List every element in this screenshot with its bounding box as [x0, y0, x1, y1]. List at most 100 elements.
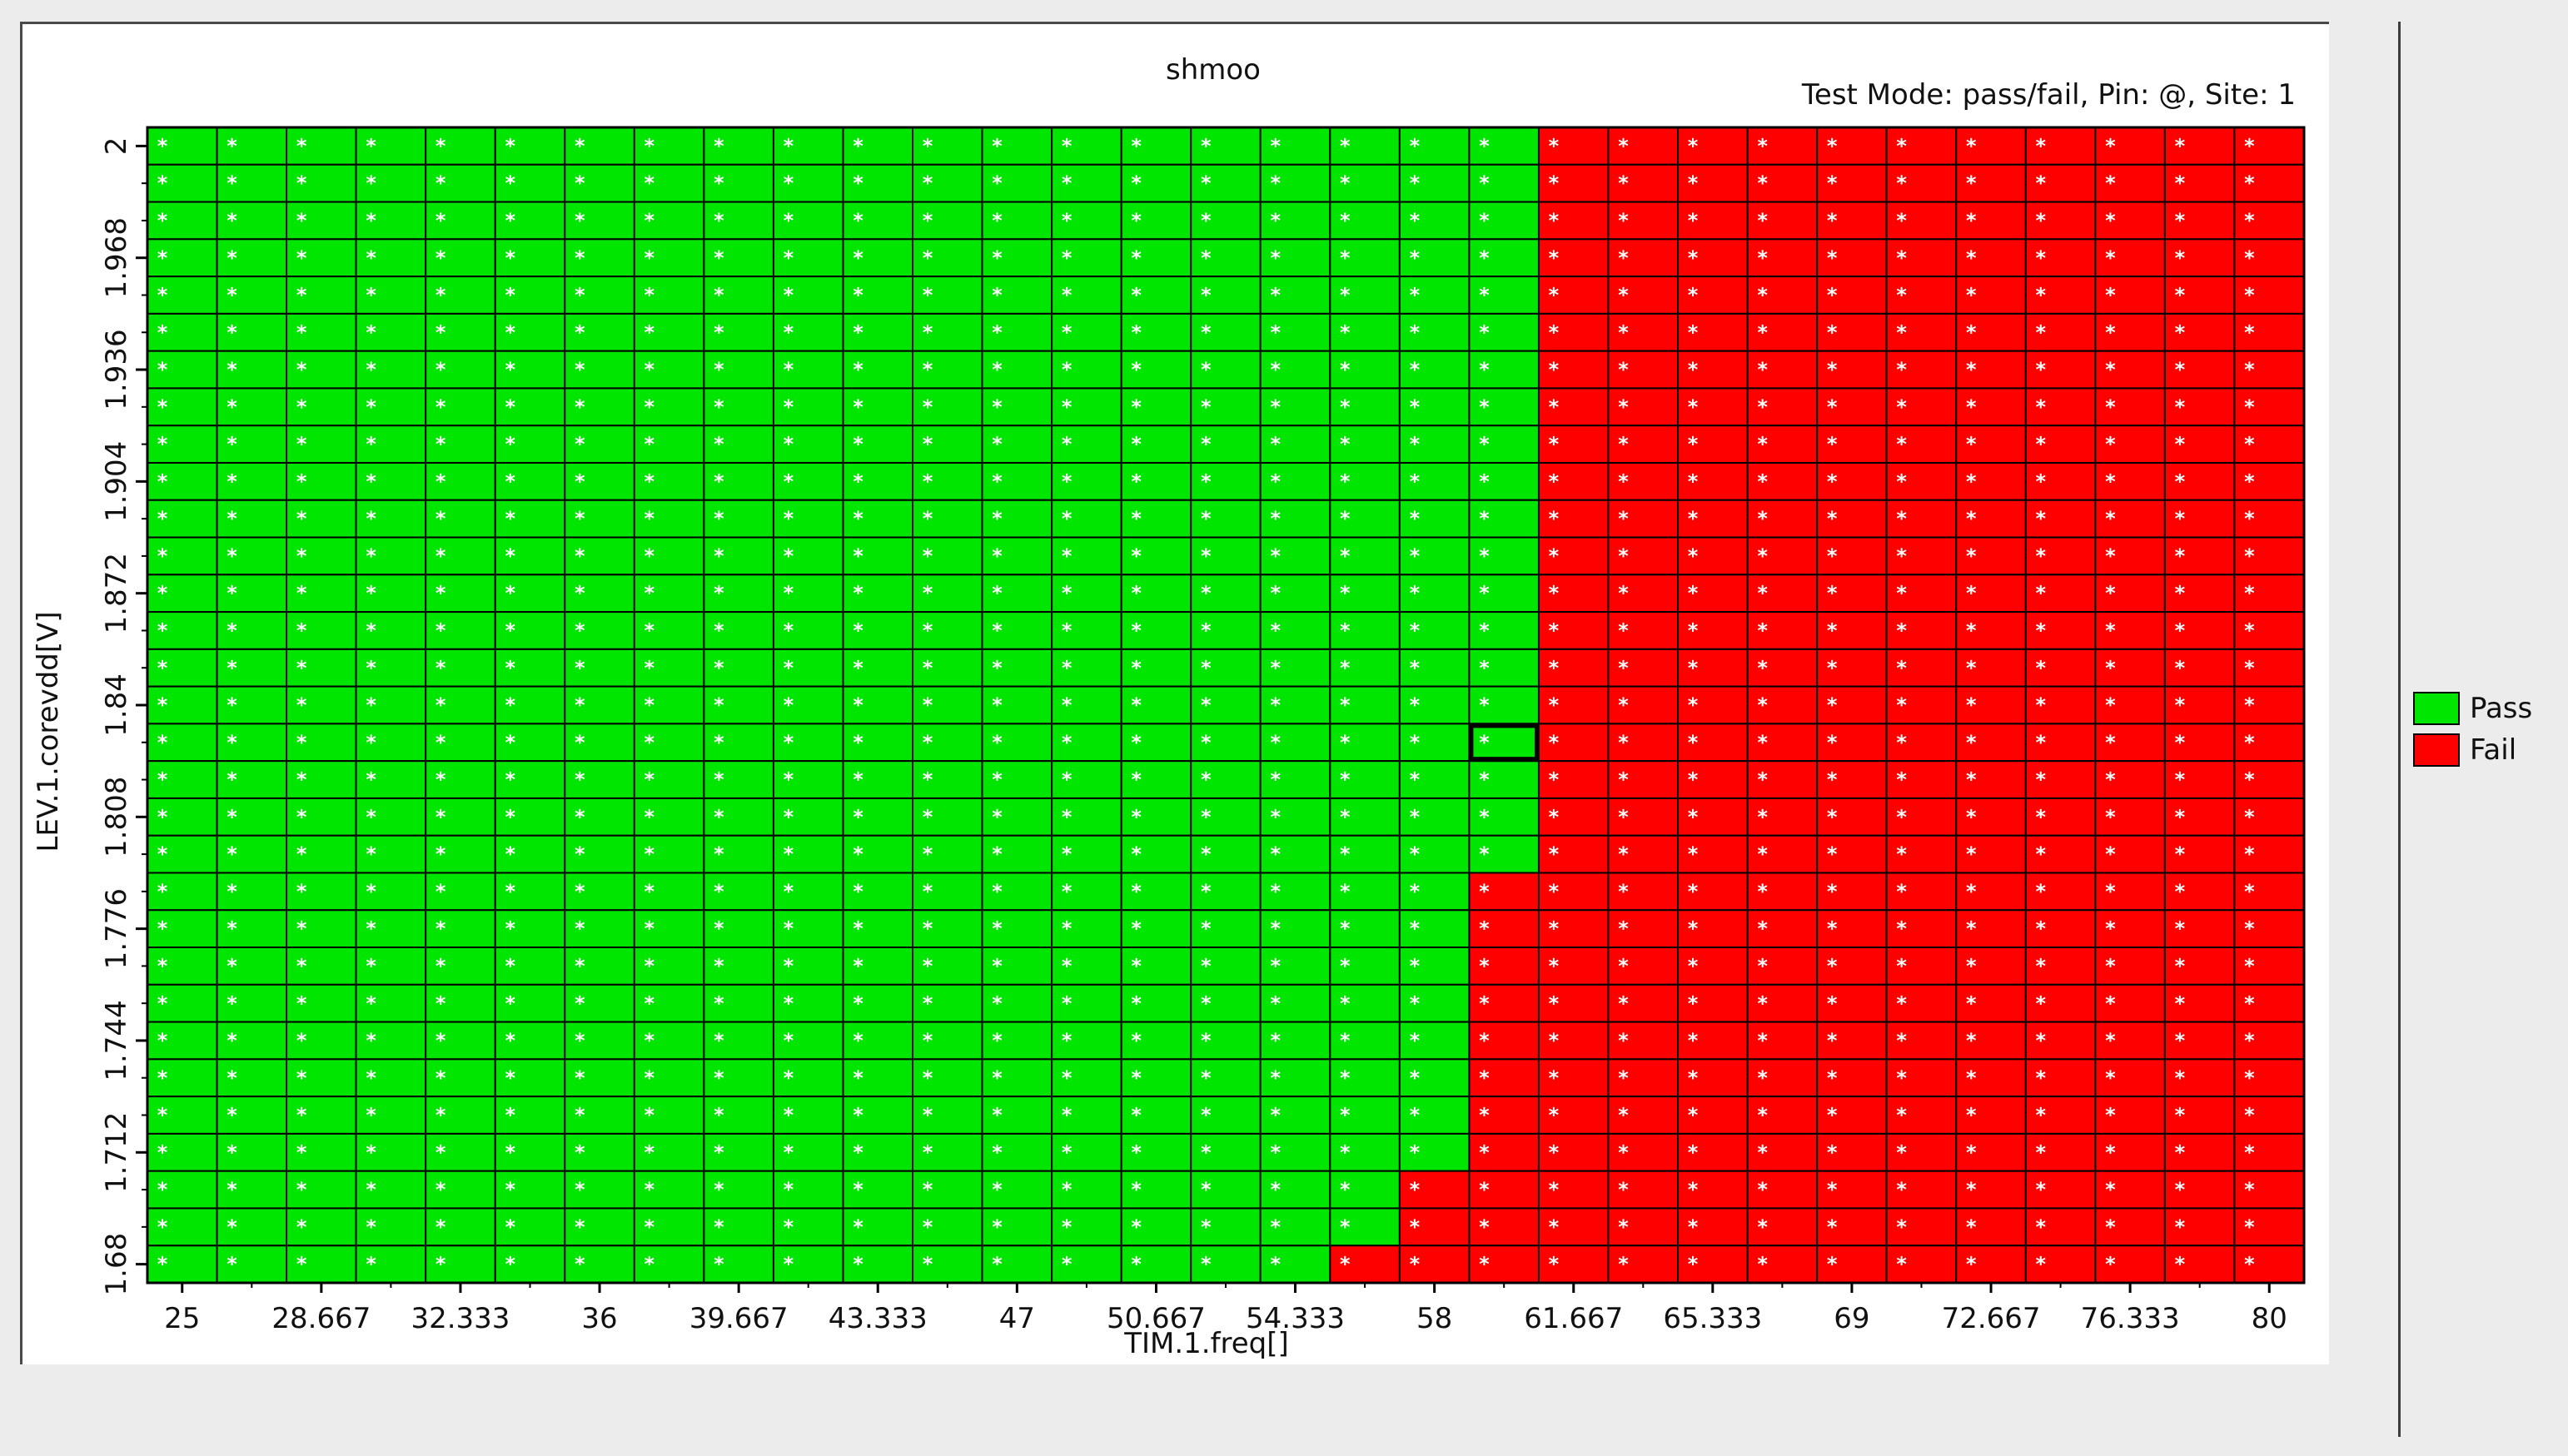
pass-cell[interactable] [1120, 947, 1192, 986]
fail-cell[interactable] [1816, 1132, 1888, 1172]
pass-cell[interactable] [216, 387, 288, 427]
pass-cell[interactable] [1468, 201, 1540, 241]
pass-cell[interactable] [1398, 1132, 1471, 1172]
pass-cell[interactable] [425, 648, 496, 688]
fail-cell[interactable] [2094, 1132, 2166, 1172]
pass-cell[interactable] [1259, 238, 1331, 278]
fail-cell[interactable] [1816, 648, 1888, 688]
pass-cell[interactable] [1190, 499, 1262, 539]
pass-cell[interactable] [564, 1207, 635, 1247]
pass-cell[interactable] [1259, 947, 1331, 986]
fail-cell[interactable] [1816, 723, 1888, 763]
pass-cell[interactable] [1259, 574, 1331, 614]
fail-cell[interactable] [1885, 1132, 1958, 1172]
fail-cell[interactable] [1677, 947, 1749, 986]
fail-cell[interactable] [1955, 238, 2027, 278]
fail-cell[interactable] [1955, 312, 2027, 352]
pass-cell[interactable] [286, 1096, 357, 1135]
pass-cell[interactable] [1190, 127, 1262, 166]
fail-cell[interactable] [2163, 947, 2236, 986]
pass-cell[interactable] [1329, 425, 1401, 464]
pass-cell[interactable] [425, 201, 496, 241]
fail-cell[interactable] [2024, 834, 2097, 874]
fail-cell[interactable] [1468, 872, 1540, 912]
fail-cell[interactable] [2233, 574, 2306, 614]
fail-cell[interactable] [1816, 499, 1888, 539]
fail-cell[interactable] [1677, 201, 1749, 241]
fail-cell[interactable] [1537, 947, 1610, 986]
pass-cell[interactable] [286, 461, 357, 501]
fail-cell[interactable] [2163, 834, 2236, 874]
pass-cell[interactable] [772, 1170, 844, 1210]
pass-cell[interactable] [1190, 1021, 1262, 1061]
pass-cell[interactable] [772, 276, 844, 315]
fail-cell[interactable] [1816, 685, 1888, 725]
pass-cell[interactable] [216, 685, 288, 725]
pass-cell[interactable] [147, 350, 218, 390]
fail-cell[interactable] [2163, 499, 2236, 539]
fail-cell[interactable] [2024, 685, 2097, 725]
fail-cell[interactable] [2094, 574, 2166, 614]
pass-cell[interactable] [425, 276, 496, 315]
pass-cell[interactable] [216, 983, 288, 1023]
fail-cell[interactable] [2024, 1245, 2097, 1285]
pass-cell[interactable] [1329, 909, 1401, 949]
pass-cell[interactable] [912, 834, 983, 874]
fail-cell[interactable] [1537, 760, 1610, 799]
pass-cell[interactable] [1468, 163, 1540, 203]
pass-cell[interactable] [1051, 1132, 1122, 1172]
pass-cell[interactable] [494, 536, 566, 576]
pass-cell[interactable] [564, 1170, 635, 1210]
pass-cell[interactable] [703, 1021, 774, 1061]
fail-cell[interactable] [1816, 350, 1888, 390]
fail-cell[interactable] [2094, 797, 2166, 837]
panel-divider[interactable] [2398, 22, 2401, 1437]
fail-cell[interactable] [1537, 834, 1610, 874]
pass-cell[interactable] [981, 1058, 1053, 1098]
pass-cell[interactable] [1259, 909, 1331, 949]
pass-cell[interactable] [1051, 163, 1122, 203]
pass-cell[interactable] [1190, 797, 1262, 837]
fail-cell[interactable] [2024, 1058, 2097, 1098]
fail-cell[interactable] [1885, 1207, 1958, 1247]
fail-cell[interactable] [2094, 760, 2166, 799]
pass-cell[interactable] [216, 1021, 288, 1061]
pass-cell[interactable] [1329, 983, 1401, 1023]
pass-cell[interactable] [842, 760, 914, 799]
pass-cell[interactable] [772, 350, 844, 390]
pass-cell[interactable] [1120, 238, 1192, 278]
pass-cell[interactable] [1051, 201, 1122, 241]
pass-cell[interactable] [981, 1170, 1053, 1210]
pass-cell[interactable] [842, 797, 914, 837]
pass-cell[interactable] [912, 1096, 983, 1135]
pass-cell[interactable] [355, 499, 427, 539]
pass-cell[interactable] [1190, 872, 1262, 912]
pass-cell[interactable] [912, 499, 983, 539]
fail-cell[interactable] [2233, 1170, 2306, 1210]
pass-cell[interactable] [1259, 127, 1331, 166]
pass-cell[interactable] [355, 387, 427, 427]
pass-cell[interactable] [1468, 536, 1540, 576]
pass-cell[interactable] [286, 238, 357, 278]
fail-cell[interactable] [1677, 1021, 1749, 1061]
fail-cell[interactable] [1746, 312, 1819, 352]
pass-cell[interactable] [355, 201, 427, 241]
pass-cell[interactable] [912, 909, 983, 949]
fail-cell[interactable] [1955, 1170, 2027, 1210]
pass-cell[interactable] [425, 461, 496, 501]
pass-cell[interactable] [633, 425, 705, 464]
pass-cell[interactable] [772, 834, 844, 874]
fail-cell[interactable] [2094, 238, 2166, 278]
pass-cell[interactable] [1259, 201, 1331, 241]
pass-cell[interactable] [1051, 723, 1122, 763]
pass-cell[interactable] [494, 1096, 566, 1135]
fail-cell[interactable] [2163, 760, 2236, 799]
pass-cell[interactable] [1398, 947, 1471, 986]
pass-cell[interactable] [703, 574, 774, 614]
fail-cell[interactable] [1537, 1021, 1610, 1061]
pass-cell[interactable] [355, 648, 427, 688]
pass-cell[interactable] [216, 499, 288, 539]
pass-cell[interactable] [981, 201, 1053, 241]
pass-cell[interactable] [425, 499, 496, 539]
pass-cell[interactable] [1398, 797, 1471, 837]
